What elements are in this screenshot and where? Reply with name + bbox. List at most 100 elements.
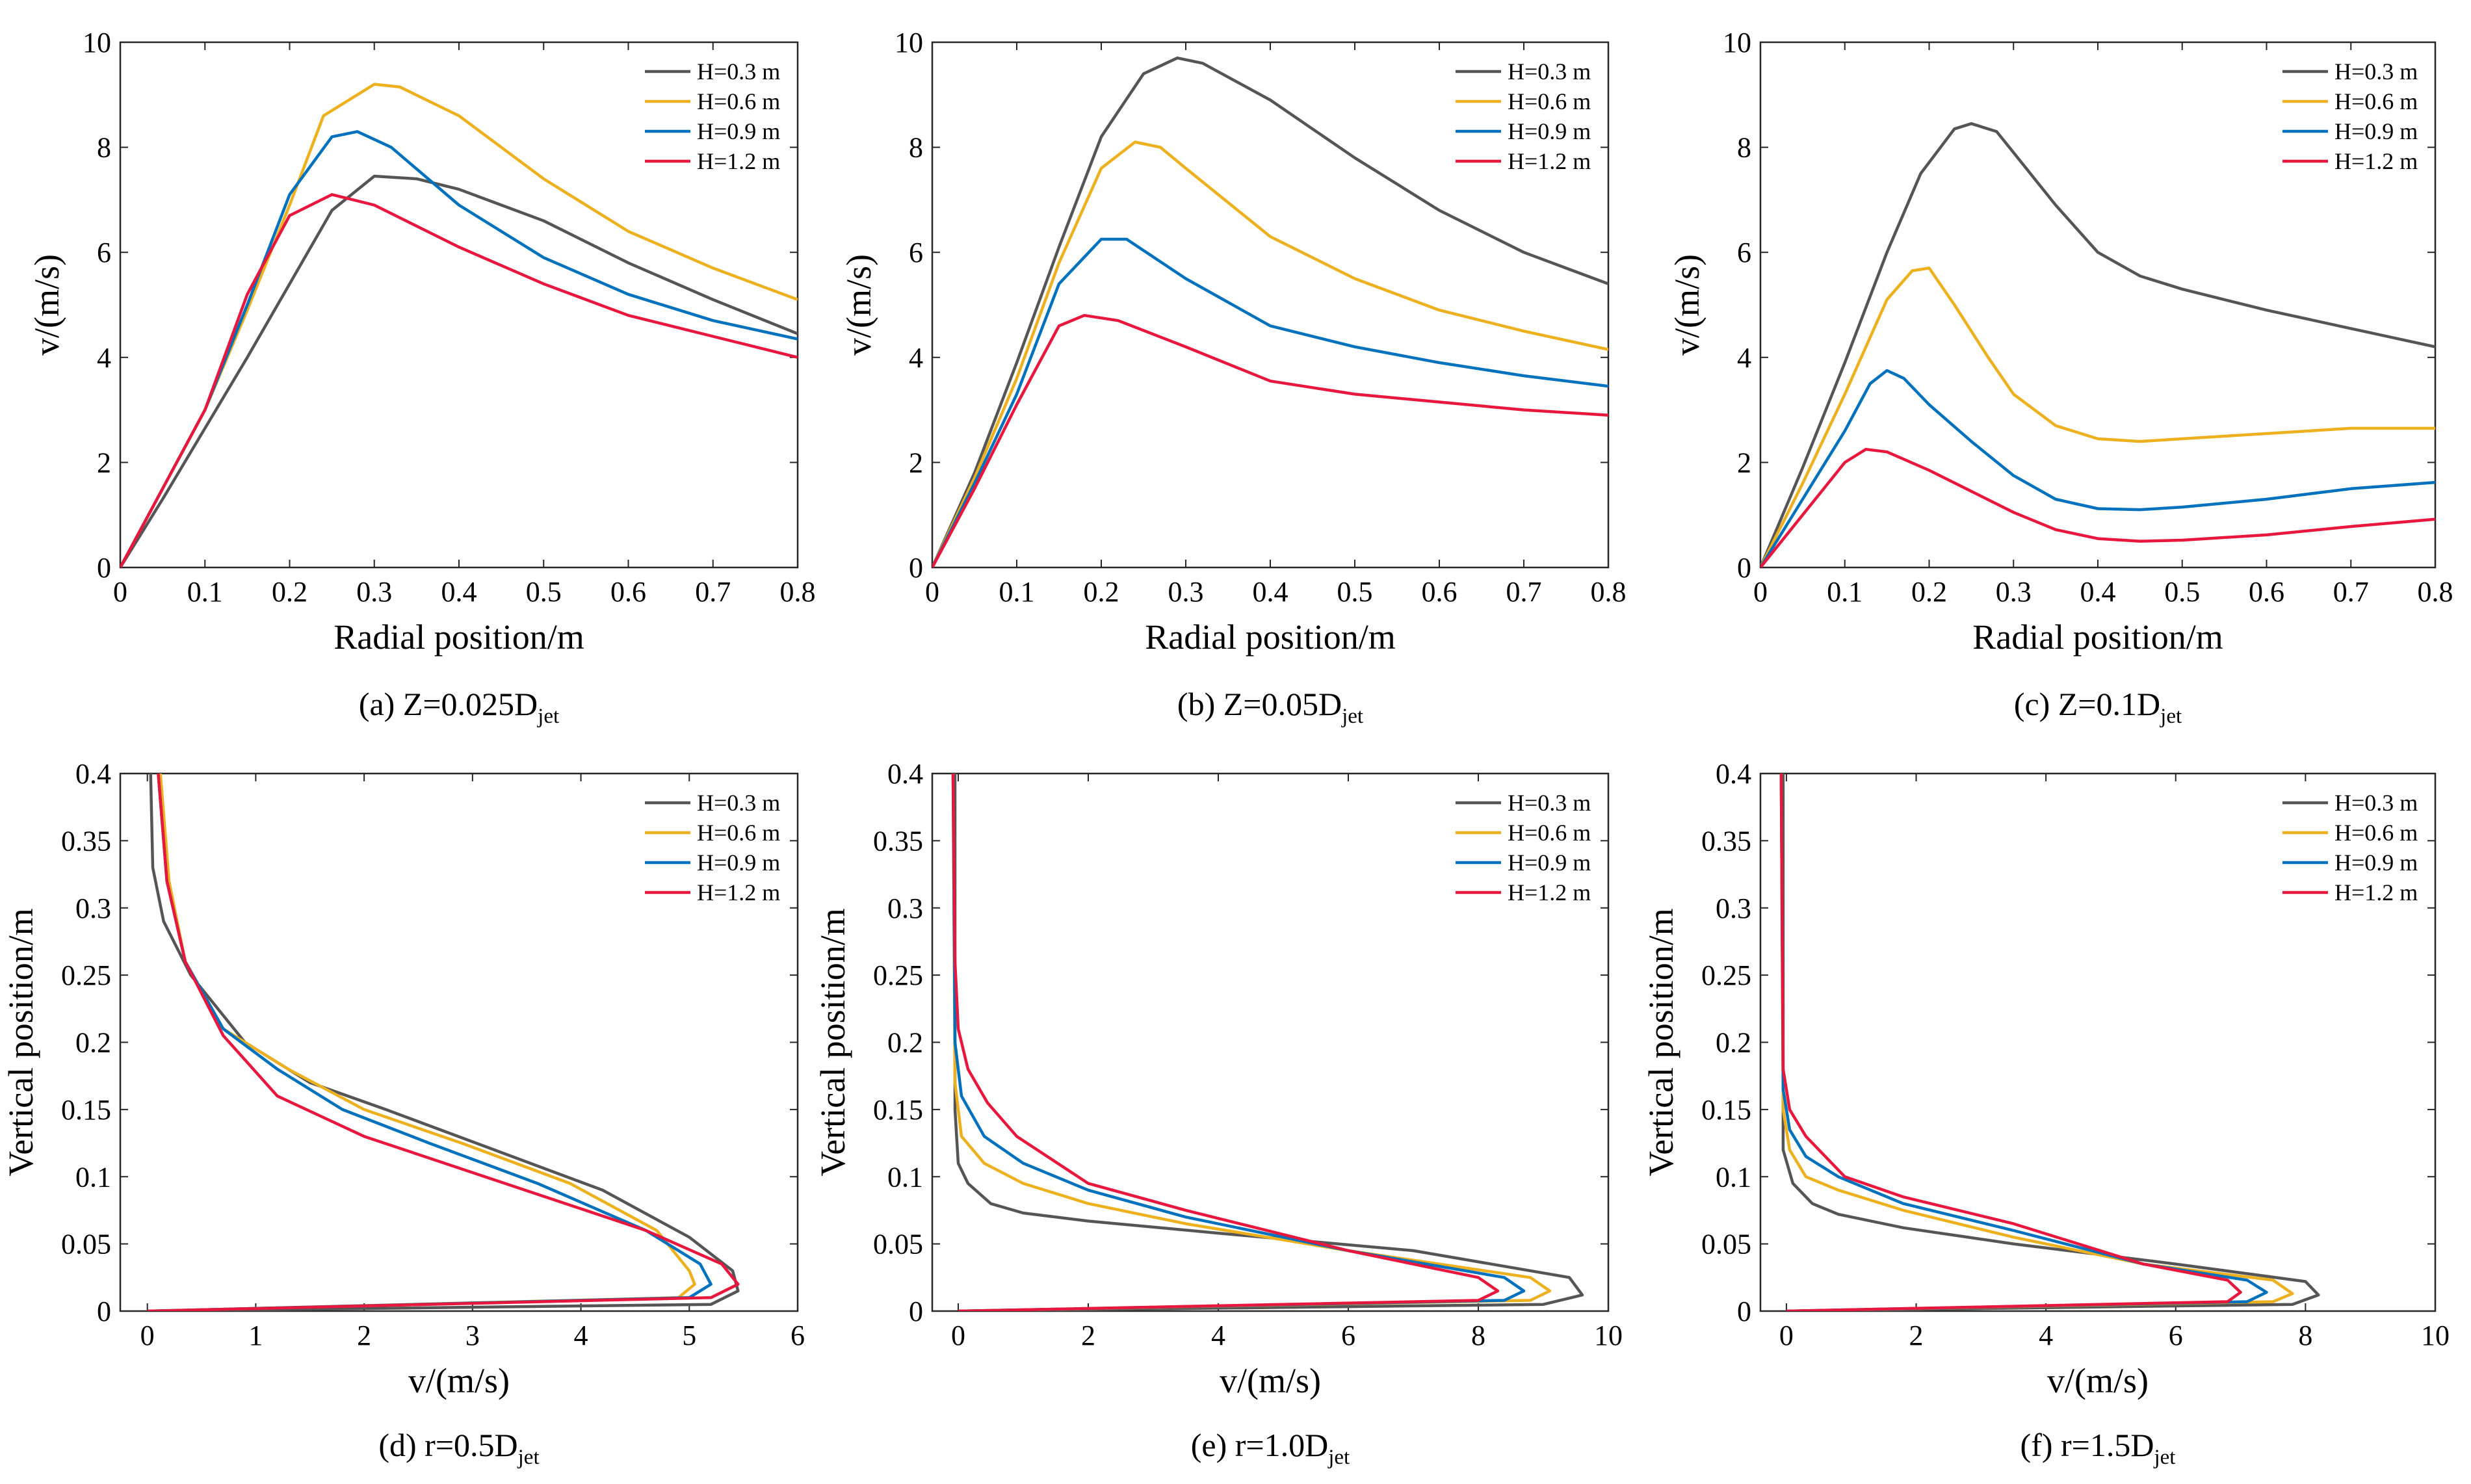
x-tick-label: 0.8 [2418, 576, 2453, 608]
x-tick-label: 0.4 [1253, 576, 1288, 608]
y-tick-label: 4 [97, 342, 111, 374]
series-line-h-0.6-m [120, 83, 798, 567]
x-tick-label: 6 [1341, 1320, 1355, 1351]
y-tick-label: 10 [895, 27, 923, 59]
legend: H=0.3 m H=0.6 m H=0.9 m H=1.2 m [1456, 790, 1591, 905]
panel-caption: (a) Z=0.025Djet [359, 686, 559, 728]
x-tick-label: 0 [925, 576, 939, 608]
series-line-h-0.6-m [1760, 267, 2435, 567]
y-axis-label: Vertical position/m [1, 908, 40, 1176]
y-tick-label: 0.15 [873, 1094, 923, 1126]
x-axis-label: Radial position/m [1972, 618, 2223, 657]
x-tick-label: 10 [1594, 1320, 1623, 1351]
y-tick-label: 0 [909, 1295, 923, 1327]
x-tick-label: 2 [1081, 1320, 1095, 1351]
legend: H=0.3 m H=0.6 m H=0.9 m H=1.2 m [1456, 59, 1591, 174]
legend-label: H=0.3 m [697, 790, 780, 816]
series-line-h-1.2-m [120, 193, 798, 567]
x-axis-label: v/(m/s) [2047, 1361, 2149, 1400]
x-tick-label: 0.8 [780, 576, 816, 608]
y-tick-label: 0 [909, 552, 923, 584]
x-tick-label: 0.5 [526, 576, 562, 608]
x-tick-label: 8 [1471, 1320, 1485, 1351]
x-tick-label: 0.6 [610, 576, 646, 608]
x-axis-label: Radial position/m [333, 618, 584, 657]
x-tick-label: 0.7 [695, 576, 731, 608]
x-tick-label: 0.1 [187, 576, 223, 608]
y-axis-label: v/(m/s) [1667, 254, 1706, 356]
legend: H=0.3 m H=0.6 m H=0.9 m H=1.2 m [645, 790, 780, 905]
y-axis-label: Vertical position/m [813, 908, 852, 1176]
x-tick-label: 0.6 [2249, 576, 2284, 608]
legend-label: H=0.6 m [1508, 820, 1591, 846]
legend-label: H=0.3 m [2334, 790, 2418, 816]
x-axis-label: Radial position/m [1145, 618, 1396, 657]
y-tick-label: 0 [1737, 1295, 1751, 1327]
series-line-h-1.2-m [1779, 774, 2242, 1311]
x-tick-label: 0.3 [356, 576, 392, 608]
y-tick-label: 4 [1737, 342, 1751, 374]
legend-label: H=0.9 m [697, 118, 780, 144]
legend-label: H=0.6 m [2334, 820, 2418, 846]
legend-label: H=1.2 m [2334, 879, 2418, 905]
x-tick-label: 0.3 [1168, 576, 1204, 608]
y-tick-label: 0.25 [61, 959, 111, 991]
y-tick-label: 0.2 [75, 1027, 111, 1059]
chart-panel-6: 0 2 4 6 8 10 0 0.05 0.1 0.15 0.2 0.25 0.3 0.35 0.4 H=0.… [1641, 758, 2450, 1469]
series-line-h-0.3-m [1781, 774, 2320, 1311]
legend-label: H=0.9 m [697, 850, 780, 876]
series-line-h-0.9-m [951, 774, 1526, 1311]
x-tick-label: 4 [2039, 1320, 2053, 1351]
x-tick-label: 6 [2169, 1320, 2183, 1351]
y-tick-label: 4 [909, 342, 923, 374]
x-axis-label: v/(m/s) [1220, 1361, 1321, 1400]
y-tick-label: 0.35 [1701, 825, 1751, 857]
panel-caption: (e) r=1.0Djet [1191, 1427, 1350, 1469]
series-line-h-0.9-m [1760, 369, 2435, 567]
chart-panel-5: 0 2 4 6 8 10 0 0.05 0.1 0.15 0.2 0.25 0.3 0.35 0.4 H=0.… [813, 758, 1623, 1469]
series-line-h-0.6-m [932, 140, 1608, 567]
y-tick-label: 8 [97, 132, 111, 164]
legend-label: H=1.2 m [697, 879, 780, 905]
legend-label: H=0.6 m [2334, 88, 2418, 114]
legend-label: H=0.6 m [697, 88, 780, 114]
x-tick-label: 0.2 [1911, 576, 1947, 608]
y-tick-label: 0.05 [1701, 1229, 1751, 1260]
x-tick-label: 5 [682, 1320, 696, 1351]
panel-caption: (c) Z=0.1Djet [2014, 686, 2182, 728]
y-tick-label: 0.35 [61, 825, 111, 857]
legend-label: H=1.2 m [2334, 148, 2418, 174]
panel-caption: (f) r=1.5Djet [2020, 1427, 2176, 1469]
x-tick-label: 8 [2298, 1320, 2312, 1351]
x-tick-label: 4 [1211, 1320, 1225, 1351]
x-tick-label: 0.7 [2333, 576, 2369, 608]
x-tick-label: 0.7 [1506, 576, 1542, 608]
y-tick-label: 8 [1737, 132, 1751, 164]
series-line-h-0.6-m [951, 774, 1552, 1311]
y-tick-label: 2 [1737, 447, 1751, 478]
y-tick-label: 0.1 [1716, 1161, 1751, 1193]
x-tick-label: 0.2 [1084, 576, 1119, 608]
x-tick-label: 0 [1779, 1320, 1794, 1351]
y-tick-label: 0.3 [1716, 892, 1751, 924]
x-tick-label: 0 [113, 576, 127, 608]
series-line-h-0.9-m [932, 237, 1608, 567]
series-line-h-1.2-m [1760, 447, 2435, 567]
y-tick-label: 0.1 [75, 1161, 111, 1193]
x-tick-label: 0.5 [1337, 576, 1373, 608]
y-tick-label: 6 [97, 237, 111, 268]
plot-frame [119, 772, 799, 1312]
y-tick-label: 8 [909, 132, 923, 164]
legend-label: H=0.3 m [2334, 59, 2418, 85]
series-line-h-0.9-m [120, 130, 798, 567]
x-tick-label: 10 [2421, 1320, 2450, 1351]
y-tick-label: 6 [1737, 237, 1751, 268]
x-tick-label: 0.2 [272, 576, 307, 608]
legend-label: H=0.9 m [2334, 850, 2418, 876]
chart-panel-4: 0 1 2 3 4 5 6 0 0.05 0.1 0.15 0.2 0.25 0.3 0.35 0.4 H=0.… [1, 758, 805, 1469]
plot-frame [931, 41, 1610, 569]
series-line-h-0.3-m [147, 774, 740, 1311]
x-axis-label: v/(m/s) [408, 1361, 510, 1400]
x-tick-label: 2 [357, 1320, 371, 1351]
